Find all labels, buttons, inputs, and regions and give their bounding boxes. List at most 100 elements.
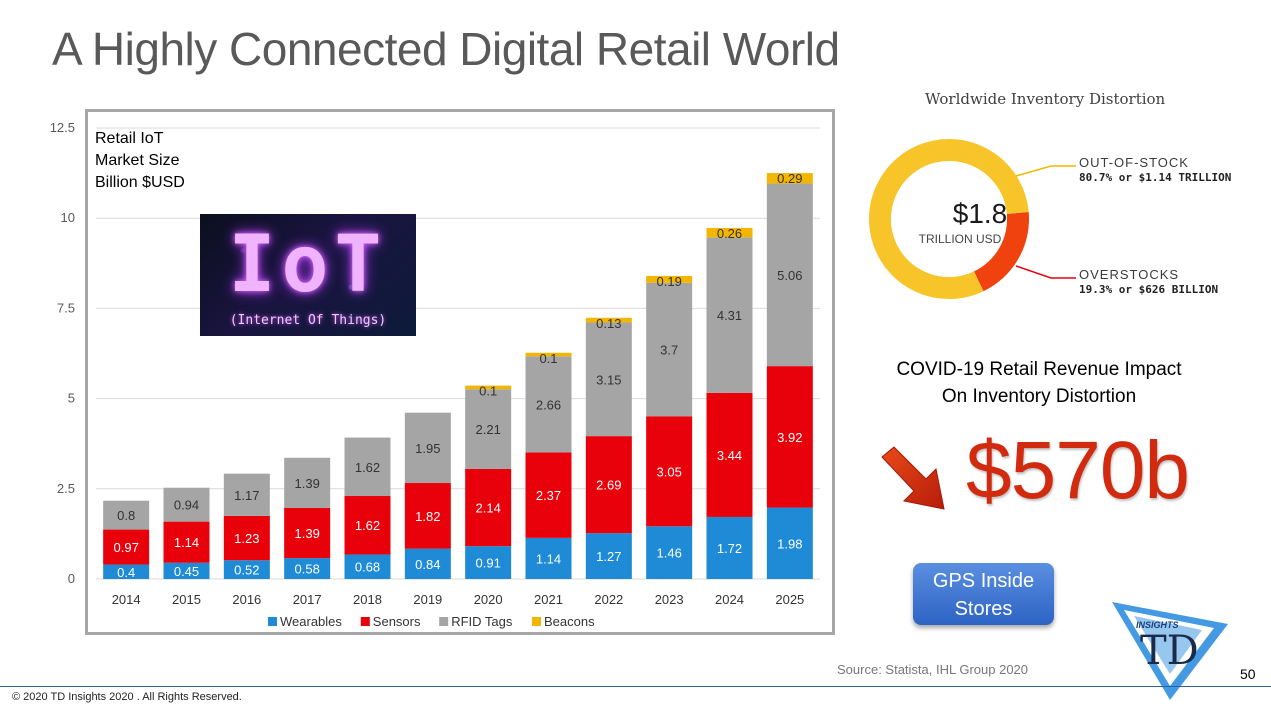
bar-segment [766, 366, 813, 508]
data-label: 3.05 [657, 464, 682, 479]
legend-swatch [532, 617, 541, 626]
data-label: 1.14 [536, 551, 561, 566]
page-number: 50 [1240, 666, 1256, 682]
data-label: 2.21 [476, 422, 501, 437]
data-label: 0.84 [415, 557, 440, 572]
data-label: 0.26 [717, 226, 742, 241]
overstocks-leader [1015, 265, 1076, 279]
data-label: 0.97 [114, 540, 139, 555]
legend-swatch [268, 617, 277, 626]
data-label: 1.95 [415, 441, 440, 456]
gps-button-line-2: Stores [954, 598, 1013, 620]
gps-inside-stores-button[interactable]: GPS Inside Stores [913, 563, 1054, 625]
legend-label: Beacons [544, 614, 595, 629]
donut-segment-overstocks [973, 212, 1029, 292]
donut-hole [891, 161, 1007, 277]
x-tick-label: 2021 [534, 592, 563, 607]
x-tick-label: 2015 [172, 592, 201, 607]
data-label: 0.1 [479, 384, 497, 399]
data-label: 1.46 [657, 546, 682, 561]
data-label: 0.13 [596, 316, 621, 331]
bar-segment [163, 562, 210, 579]
donut-title: Worldwide Inventory Distortion [925, 90, 1166, 108]
chart-note-line-1: Retail IoT [95, 130, 164, 147]
iot-image-word: IoT [228, 220, 388, 310]
td-insights-logo: INSIGHTS TD [1112, 602, 1228, 700]
chart-note-line-3: Billion $USD [95, 174, 185, 191]
bar-segment [163, 521, 210, 563]
bar-segment [103, 500, 150, 530]
data-label: 0.58 [295, 562, 320, 577]
data-label: 0.45 [174, 564, 199, 579]
x-tick-label: 2014 [112, 592, 141, 607]
data-label: 1.98 [777, 536, 802, 551]
x-tick-label: 2022 [594, 592, 623, 607]
legend-swatch [360, 617, 370, 626]
covid-impact-line-1: COVID-19 Retail Revenue Impact [896, 359, 1182, 380]
bar-segment [223, 473, 270, 516]
bar-segment [646, 275, 693, 283]
data-label: 1.23 [234, 531, 259, 546]
y-axis-labels: 0 2.5 5 7.5 10 12.5 [50, 120, 75, 586]
iot-image: IoT (Internet Of Things) [200, 214, 416, 336]
data-label: 3.7 [660, 343, 678, 358]
data-label: 3.15 [596, 372, 621, 387]
x-tick-label: 2024 [715, 592, 744, 607]
bar-segment [706, 392, 753, 517]
bar-segment [284, 457, 331, 508]
bar-segment [766, 173, 813, 184]
data-label: 1.14 [174, 535, 199, 550]
bar-segment [465, 385, 512, 390]
data-label: 2.66 [536, 397, 561, 412]
bar-segment [525, 537, 572, 579]
bar-segment [525, 356, 572, 453]
data-label: 2.69 [596, 478, 621, 493]
source-note: Source: Statista, IHL Group 2020 [837, 662, 1029, 677]
data-label: 1.62 [355, 460, 380, 475]
covid-impact-line-2: On Inventory Distortion [941, 386, 1137, 407]
bar-segment [344, 496, 391, 555]
data-label: 3.92 [777, 430, 802, 445]
overstocks-label: OVERSTOCKS [1079, 267, 1180, 282]
bar-segment [344, 554, 391, 579]
inventory-donut [866, 136, 1246, 321]
stacked-bar-chart: 0.4 0.97 0.8 2014 0.45 1.14 0.94 2015 0.52 1.23 1.… [96, 127, 820, 629]
x-tick-label: 2016 [232, 592, 261, 607]
donut-center-unit: TRILLION USD [918, 232, 1002, 246]
bar-segment [646, 282, 693, 417]
data-label: 1.39 [295, 526, 320, 541]
data-label: 2.37 [536, 488, 561, 503]
out-of-stock-leader [1015, 165, 1076, 177]
y-tick-label: 2.5 [57, 481, 75, 496]
bar-segment [404, 548, 451, 579]
bar-segment [525, 352, 572, 357]
overstocks-detail: 19.3% or $626 BILLION [1079, 283, 1219, 296]
bar-segment [706, 516, 753, 579]
bar-segment [585, 317, 632, 323]
out-of-stock-label: OUT-OF-STOCK [1079, 155, 1189, 170]
data-label: 0.1 [539, 351, 557, 366]
data-label: 0.68 [355, 560, 380, 575]
bar-segment [223, 560, 270, 579]
data-label: 0.52 [234, 563, 259, 578]
bar-segment [706, 237, 753, 393]
donut-chart [869, 139, 1076, 299]
logo-small-text: INSIGHTS [1136, 620, 1179, 630]
bar-segment [344, 437, 391, 497]
chart-note-line-2: Market Size [95, 152, 180, 169]
data-label: 3.44 [717, 448, 742, 463]
covid-impact-heading: COVID-19 Retail Revenue Impact On Invent… [880, 356, 1198, 410]
data-label: 0.4 [117, 565, 135, 580]
down-right-arrow-icon [881, 446, 945, 510]
data-label: 2.14 [476, 501, 501, 516]
data-label: 0.8 [117, 508, 135, 523]
x-tick-label: 2017 [293, 592, 322, 607]
legend-label: RFID Tags [451, 614, 513, 629]
bar-segment [525, 452, 572, 538]
data-label: 0.29 [777, 171, 802, 186]
bar-segment [103, 564, 150, 579]
bar-segment [646, 416, 693, 527]
bar-segment [465, 546, 512, 579]
y-tick-label: 12.5 [50, 120, 75, 135]
x-tick-label: 2018 [353, 592, 382, 607]
